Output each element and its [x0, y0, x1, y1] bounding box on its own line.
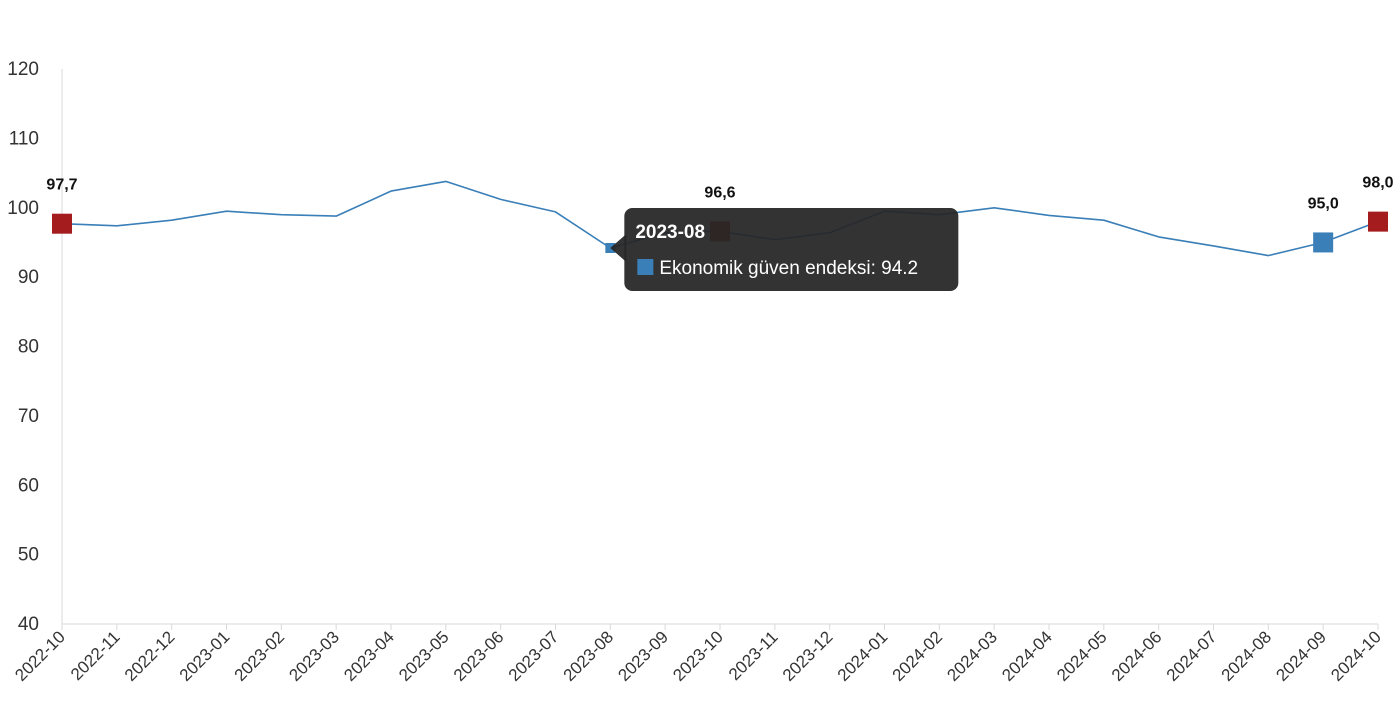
- highlight-marker[interactable]: [1368, 211, 1388, 232]
- y-tick-label: 120: [7, 59, 39, 80]
- x-tick-label: 2024-06: [1108, 627, 1166, 685]
- x-tick-label: 2023-08: [560, 627, 618, 685]
- x-tick-label: 2024-04: [998, 627, 1056, 685]
- x-axis: 2022-102022-112022-122023-012023-022023-…: [11, 623, 1385, 685]
- tooltip-pointer: [610, 233, 627, 262]
- y-tick-label: 100: [7, 198, 39, 219]
- x-tick-label: 2023-11: [725, 627, 782, 684]
- y-axis: 40 50 60 70 80 90 100 110 120: [7, 59, 63, 635]
- y-tick-label: 40: [18, 614, 39, 635]
- tooltip-legend-swatch: [637, 259, 654, 275]
- x-tick-label: 2023-06: [450, 627, 508, 685]
- y-tick-label: 90: [18, 267, 39, 288]
- x-tick-label: 2024-08: [1218, 627, 1276, 685]
- x-tick-label: 2023-02: [231, 627, 289, 685]
- x-tick-label: 2023-12: [779, 627, 837, 685]
- tooltip: 2023-08 Ekonomik güven endeksi: 94.2: [605, 208, 959, 291]
- x-tick-label: 2023-07: [505, 627, 563, 685]
- highlight-marker[interactable]: [52, 213, 72, 234]
- x-tick-label: 2023-01: [176, 627, 234, 685]
- highlight-marker[interactable]: [1313, 232, 1334, 253]
- y-tick-label: 80: [18, 337, 39, 358]
- data-label: 98,0: [1362, 175, 1393, 192]
- x-tick-label: 2024-01: [834, 627, 892, 685]
- y-tick-label: 70: [18, 406, 39, 427]
- x-tick-label: 2022-12: [121, 627, 179, 685]
- data-label: 95,0: [1308, 195, 1339, 212]
- x-tick-label: 2024-02: [889, 627, 947, 685]
- x-tick-label: 2023-03: [285, 627, 343, 685]
- tooltip-title: 2023-08: [635, 222, 705, 243]
- x-tick-label: 2024-03: [943, 627, 1001, 685]
- x-tick-label: 2024-09: [1272, 627, 1330, 685]
- y-tick-label: 50: [18, 545, 39, 566]
- tooltip-box: [624, 208, 959, 291]
- x-tick-label: 2022-10: [11, 627, 69, 685]
- y-tick-label: 60: [18, 475, 39, 496]
- x-tick-label: 2023-04: [340, 627, 398, 685]
- x-tick-label: 2023-10: [669, 627, 727, 685]
- data-label: 96,6: [704, 184, 735, 201]
- x-tick-label: 2023-05: [395, 627, 453, 685]
- y-tick-label: 110: [9, 128, 39, 149]
- x-tick-label: 2024-07: [1163, 627, 1221, 685]
- x-tick-label: 2024-05: [1053, 627, 1111, 685]
- data-labels: 97,7 96,6 95,0 98,0: [46, 175, 1393, 213]
- x-tick-label: 2023-09: [614, 627, 672, 685]
- x-tick-label: 2024-10: [1327, 627, 1385, 685]
- tooltip-text: Ekonomik güven endeksi: 94.2: [659, 258, 918, 279]
- data-label: 97,7: [46, 177, 77, 194]
- x-tick-label: 2022-11: [67, 627, 124, 684]
